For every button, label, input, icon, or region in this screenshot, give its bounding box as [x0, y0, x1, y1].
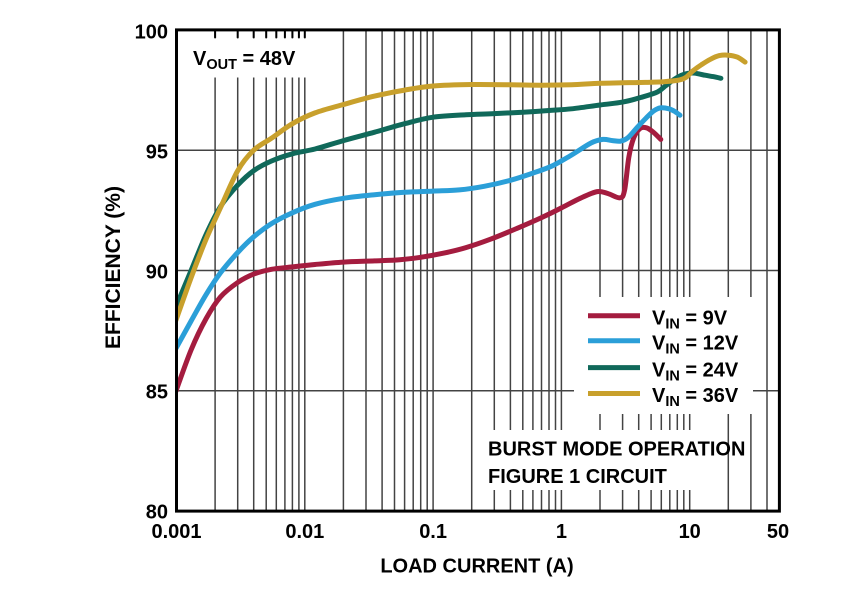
- svg-text:0.1: 0.1: [419, 521, 447, 543]
- svg-text:VIN = 24V: VIN = 24V: [652, 359, 739, 384]
- svg-text:50: 50: [767, 521, 789, 543]
- svg-text:VIN = 36V: VIN = 36V: [652, 385, 739, 410]
- svg-text:EFFICIENCY (%): EFFICIENCY (%): [102, 186, 125, 349]
- svg-text:VIN = 12V: VIN = 12V: [652, 333, 739, 358]
- svg-text:VIN = 9V: VIN = 9V: [652, 307, 728, 332]
- svg-text:0.01: 0.01: [285, 521, 324, 543]
- svg-text:80: 80: [146, 501, 168, 523]
- svg-text:0.001: 0.001: [151, 521, 201, 543]
- svg-text:95: 95: [146, 141, 168, 163]
- svg-text:90: 90: [146, 261, 168, 283]
- svg-text:FIGURE 1 CIRCUIT: FIGURE 1 CIRCUIT: [488, 466, 667, 488]
- svg-text:1: 1: [556, 521, 567, 543]
- svg-text:100: 100: [135, 21, 168, 43]
- svg-text:BURST MODE OPERATION: BURST MODE OPERATION: [488, 439, 745, 461]
- svg-text:LOAD CURRENT (A): LOAD CURRENT (A): [380, 556, 573, 578]
- svg-text:10: 10: [679, 521, 701, 543]
- svg-text:85: 85: [146, 381, 168, 403]
